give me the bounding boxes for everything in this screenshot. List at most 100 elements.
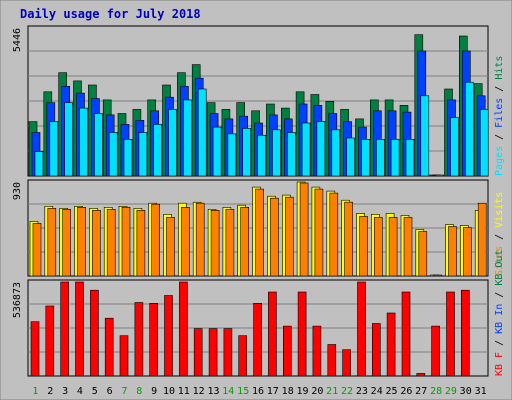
legend-part-visits-sites-0: Sites [494, 246, 505, 276]
bar-hits-files-pages-pages-21 [331, 129, 341, 177]
bar-hits-files-pages-pages-14 [227, 133, 237, 177]
day-label-16: 16 [252, 386, 264, 397]
bar-hits-files-pages-pages-8 [138, 132, 148, 177]
bar-visits-sites-sites-29 [448, 226, 457, 277]
bar-hits-files-pages-pages-22 [346, 137, 355, 177]
day-label-25: 25 [385, 386, 397, 397]
bar-visits-sites-sites-18 [284, 196, 294, 277]
day-label-20: 20 [311, 386, 323, 397]
bar-visits-sites-sites-3 [62, 209, 72, 277]
bar-kb-kb-f-14 [223, 328, 233, 377]
legend-hits-files-pages: Pages / Files / Hits [494, 56, 505, 176]
legend-part-kb-4: KB Out [494, 250, 505, 286]
bar-hits-files-pages-pages-13 [212, 126, 222, 177]
day-label-13: 13 [207, 386, 219, 397]
day-label-2: 2 [47, 386, 53, 397]
bar-hits-files-pages-pages-30 [464, 81, 474, 177]
bar-hits-files-pages-pages-16 [257, 134, 266, 177]
bar-kb-kb-f-29 [446, 291, 455, 377]
bar-kb-kb-f-30 [460, 289, 470, 377]
bar-hits-files-pages-pages-3 [64, 102, 73, 177]
day-label-9: 9 [151, 386, 157, 397]
bar-hits-files-pages-pages-24 [375, 139, 385, 177]
legend-kb: KB F / KB In / KB Out [494, 250, 505, 376]
bar-kb-kb-f-27 [416, 373, 426, 377]
legend-part-hits-files-pages-4: Hits [494, 56, 505, 80]
bar-visits-sites-sites-11 [181, 207, 190, 277]
bar-kb-kb-f-3 [60, 281, 70, 377]
bar-visits-sites-sites-13 [210, 210, 220, 277]
bar-hits-files-pages-pages-12 [197, 88, 207, 177]
chart-labels: 5446 Pages / Files / Hits 9 30 Sites / Visit… [12, 28, 505, 397]
bar-hits-files-pages-pages-4 [79, 107, 88, 177]
bar-visits-sites-sites-24 [373, 217, 383, 277]
day-label-17: 17 [267, 386, 279, 397]
bar-hits-files-pages-pages-1 [34, 151, 44, 177]
bar-kb-kb-f-10 [164, 295, 173, 377]
bar-kb-kb-f-7 [119, 335, 129, 377]
bar-hits-files-pages-pages-15 [242, 128, 251, 177]
bar-hits-files-pages-pages-31 [479, 109, 489, 177]
bar-visits-sites-sites-23 [359, 216, 368, 277]
bar-kb-kb-f-12 [193, 328, 203, 377]
bar-visits-sites-sites-12 [195, 202, 205, 277]
bar-kb-kb-f-11 [179, 281, 188, 377]
legend-part-visits-sites-2: Visits [494, 192, 505, 228]
bar-visits-sites-sites-26 [403, 217, 413, 277]
bar-hits-files-pages-pages-20 [316, 121, 326, 177]
bar-kb-kb-f-19 [297, 291, 307, 377]
bar-kb-kb-f-6 [104, 317, 114, 377]
bar-visits-sites-sites-1 [32, 223, 42, 277]
bar-hits-files-pages-pages-26 [405, 139, 415, 177]
bar-hits-files-pages-pages-9 [153, 124, 162, 177]
bar-hits-files-pages-pages-23 [361, 139, 370, 177]
day-label-5: 5 [92, 386, 98, 397]
legend-part-kb-0: KB F [494, 352, 505, 376]
legend-part-kb-1: / [494, 334, 505, 352]
day-label-28: 28 [430, 386, 442, 397]
bar-kb-kb-f-15 [238, 335, 247, 377]
bar-kb-kb-f-20 [312, 325, 322, 377]
bar-kb-kb-f-1 [30, 321, 40, 377]
bar-visits-sites-sites-22 [344, 201, 353, 277]
bar-kb-kb-f-26 [401, 291, 411, 377]
day-label-29: 29 [445, 386, 457, 397]
day-label-11: 11 [178, 386, 190, 397]
day-label-6: 6 [107, 386, 113, 397]
bar-visits-sites-sites-5 [92, 210, 101, 277]
bar-kb-kb-f-17 [268, 291, 277, 377]
bar-visits-sites-sites-7 [121, 207, 131, 277]
day-label-7: 7 [121, 386, 127, 397]
day-label-26: 26 [400, 386, 412, 397]
day-label-19: 19 [296, 386, 308, 397]
day-label-12: 12 [193, 386, 205, 397]
bar-visits-sites-sites-8 [136, 210, 146, 277]
bar-hits-files-pages-pages-28 [435, 174, 444, 177]
bar-kb-kb-f-9 [149, 302, 158, 377]
bar-visits-sites-sites-30 [462, 227, 472, 277]
bar-kb-kb-f-5 [90, 289, 99, 377]
bar-visits-sites-sites-9 [151, 203, 160, 277]
bar-hits-files-pages-pages-25 [390, 139, 400, 177]
bar-kb-kb-f-8 [134, 302, 144, 377]
ymax-label-hits-files-pages: 5446 [12, 28, 23, 52]
bar-visits-sites-sites-20 [314, 188, 324, 277]
day-label-3: 3 [62, 386, 68, 397]
day-label-10: 10 [163, 386, 175, 397]
day-label-24: 24 [371, 386, 383, 397]
bar-kb-kb-f-4 [75, 281, 84, 377]
day-label-1: 1 [32, 386, 38, 397]
bar-hits-files-pages-pages-29 [450, 117, 459, 177]
bar-visits-sites-sites-19 [299, 182, 309, 277]
bar-kb-kb-f-16 [253, 302, 262, 377]
bar-visits-sites-sites-4 [77, 207, 86, 277]
bar-visits-sites-sites-2 [47, 208, 57, 277]
day-label-8: 8 [136, 386, 142, 397]
bar-visits-sites-sites-10 [166, 217, 175, 277]
day-label-30: 30 [460, 386, 472, 397]
legend-part-hits-files-pages-3: / [494, 80, 505, 98]
bar-hits-files-pages-pages-18 [286, 132, 296, 177]
bar-kb-kb-f-23 [357, 281, 366, 377]
bar-hits-files-pages-pages-11 [183, 99, 192, 177]
legend-visits-sites: Sites / Visits [494, 192, 505, 276]
